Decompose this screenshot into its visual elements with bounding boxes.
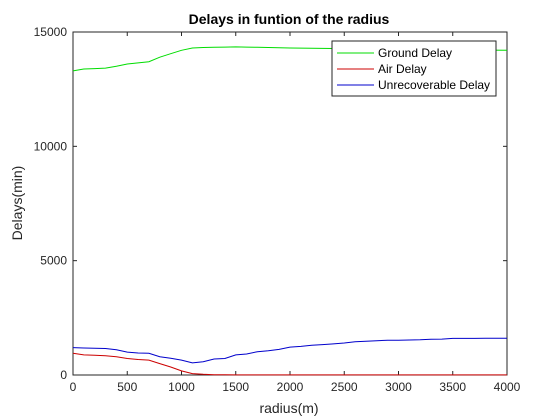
plot-layer: 0 500 1000 1500 2000 2500 3000 3500 4000 0 5000 100… bbox=[34, 25, 521, 394]
y-tick-label: 5000 bbox=[40, 254, 67, 268]
series-line-air-delay bbox=[72, 352, 507, 376]
legend-label-ground-delay: Ground Delay bbox=[378, 46, 452, 60]
x-tick-label: 1000 bbox=[168, 380, 195, 394]
x-tick-label: 1500 bbox=[222, 380, 249, 394]
y-axis-label: Delays(min) bbox=[9, 166, 25, 241]
y-tick-label: 15000 bbox=[34, 25, 68, 39]
legend-label-air-delay: Air Delay bbox=[378, 62, 427, 76]
x-tick-label: 4000 bbox=[494, 380, 521, 394]
chart-title: Delays in funtion of the radius bbox=[189, 11, 390, 27]
x-tick-label: 2500 bbox=[331, 380, 358, 394]
y-tick-label: 0 bbox=[60, 368, 67, 382]
y-tick-label: 10000 bbox=[34, 139, 68, 153]
x-tick-label: 500 bbox=[117, 380, 137, 394]
x-tick-label: 0 bbox=[70, 380, 77, 394]
x-tick-label: 3500 bbox=[439, 380, 466, 394]
x-tick-label: 2000 bbox=[277, 380, 304, 394]
legend-label-unrecoverable-delay: Unrecoverable Delay bbox=[378, 78, 490, 92]
x-axis-label: radius(m) bbox=[259, 400, 318, 416]
x-tick-label: 3000 bbox=[385, 380, 412, 394]
series-line-unrecoverable-delay bbox=[72, 337, 507, 364]
